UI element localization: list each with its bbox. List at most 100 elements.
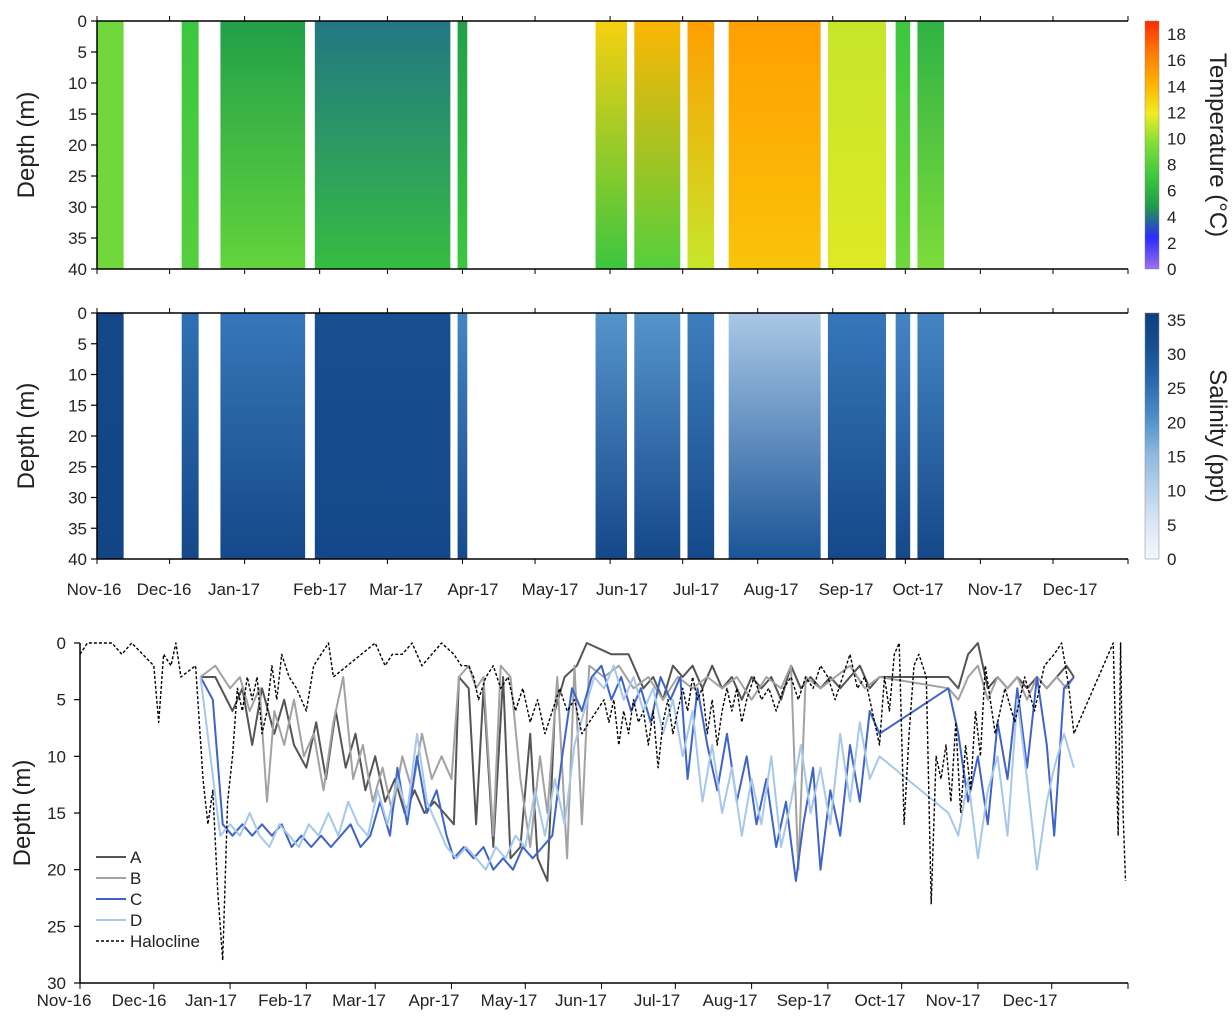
temperature-survey-block	[595, 21, 628, 269]
heatmap-x-tick-label: Jun-17	[596, 580, 648, 599]
depth-y-axis-title: Depth (m)	[9, 760, 36, 867]
salinity-survey-block	[97, 313, 124, 559]
heatmap-x-tick-label: May-17	[522, 580, 579, 599]
heatmap-x-tick-label: Mar-17	[369, 580, 423, 599]
depth-x-tick-label: Sep-17	[777, 991, 832, 1010]
salinity-y-tick-label: 10	[68, 366, 87, 385]
depth-x-tick-label: Oct-17	[854, 991, 905, 1010]
salinity-colorbar-tick-label: 0	[1167, 550, 1176, 569]
salinity-survey-block	[634, 313, 681, 559]
heatmap-x-tick-label: Dec-17	[1043, 580, 1098, 599]
heatmap-x-tick-label: Jan-17	[208, 580, 260, 599]
salinity-colorbar-tick-label: 10	[1167, 482, 1186, 501]
heatmap-x-tick-label: Aug-17	[744, 580, 799, 599]
temperature-colorbar-tick-label: 14	[1167, 77, 1186, 96]
temperature-survey-block	[181, 21, 199, 269]
heatmap-x-tick-label: Nov-17	[968, 580, 1023, 599]
depth-y-tick-label: 10	[47, 747, 66, 766]
salinity-survey-block	[917, 313, 945, 559]
heatmap-x-tick-label: Oct-17	[892, 580, 943, 599]
temperature-colorbar-tick-label: 4	[1167, 208, 1176, 227]
temperature-colorbar-title: Temperature (°C)	[1204, 53, 1231, 237]
temperature-panel: 0 5 10 15 20 25 30 35 40 Depth (m) 0 2 4 6 8 10 12 14 16 18…	[13, 12, 1231, 279]
temperature-survey-block	[314, 21, 451, 269]
salinity-colorbar	[1144, 312, 1160, 560]
depth-x-tick-label: Jun-17	[555, 991, 607, 1010]
depth-x-tick-label: Feb-17	[258, 991, 312, 1010]
salinity-colorbar-tick-label: 20	[1167, 413, 1186, 432]
temperature-colorbar-tick-label: 10	[1167, 129, 1186, 148]
temperature-colorbar-tick-label: 2	[1167, 234, 1176, 253]
legend-label-b: B	[130, 869, 141, 888]
temperature-y-tick-label: 25	[68, 167, 87, 186]
temperature-y-tick-label: 30	[68, 198, 87, 217]
depth-x-tick-label: Dec-16	[112, 991, 167, 1010]
temperature-colorbar-tick-label: 18	[1167, 25, 1186, 44]
temperature-survey-block	[634, 21, 681, 269]
temperature-colorbar-tick-label: 0	[1167, 260, 1176, 279]
series-line-a	[200, 642, 1075, 882]
temperature-y-tick-label: 15	[68, 105, 87, 124]
legend-label-d: D	[130, 911, 142, 930]
temperature-y-tick-label: 40	[68, 260, 87, 279]
salinity-y-tick-label: 35	[68, 519, 87, 538]
depth-y-tick-label: 30	[47, 974, 66, 993]
temperature-colorbar-tick-label: 16	[1167, 51, 1186, 70]
temperature-survey-block	[687, 21, 715, 269]
temperature-y-tick-label: 20	[68, 136, 87, 155]
series-line-d	[199, 664, 1075, 871]
temperature-survey-block	[220, 21, 306, 269]
heatmap-x-tick-label: Nov-16	[67, 580, 122, 599]
temperature-y-axis-title: Depth (m)	[13, 92, 40, 199]
salinity-survey-block	[827, 313, 886, 559]
temperature-survey-block	[728, 21, 821, 269]
salinity-survey-block	[314, 313, 451, 559]
salinity-survey-block	[457, 313, 468, 559]
depth-x-tick-label: Nov-17	[926, 991, 981, 1010]
salinity-y-tick-label: 40	[68, 550, 87, 569]
depth-y-tick-label: 5	[57, 691, 66, 710]
salinity-survey-block	[181, 313, 199, 559]
temperature-colorbar-tick-label: 8	[1167, 156, 1176, 175]
depth-x-tick-label: Mar-17	[332, 991, 386, 1010]
temperature-colorbar	[1144, 20, 1160, 270]
salinity-y-tick-label: 25	[68, 458, 87, 477]
salinity-colorbar-tick-label: 15	[1167, 448, 1186, 467]
legend-label-a: A	[130, 848, 142, 867]
heatmap-x-tick-label: Dec-16	[137, 580, 192, 599]
series-line-halocline	[79, 642, 1127, 961]
salinity-colorbar-tick-label: 35	[1167, 311, 1186, 330]
depth-x-tick-label: May-17	[481, 991, 538, 1010]
salinity-y-tick-label: 20	[68, 427, 87, 446]
salinity-y-tick-label: 5	[78, 335, 87, 354]
temperature-colorbar-tick-label: 12	[1167, 103, 1186, 122]
depth-y-tick-label: 15	[47, 804, 66, 823]
series-line-c	[199, 664, 1075, 882]
salinity-colorbar-tick-label: 25	[1167, 379, 1186, 398]
temperature-survey-block	[827, 21, 886, 269]
depth-x-tick-label: Nov-16	[37, 991, 92, 1010]
heatmap-x-tick-label: Apr-17	[447, 580, 498, 599]
legend-label-halocline: Halocline	[130, 932, 200, 951]
temperature-y-tick-label: 35	[68, 229, 87, 248]
salinity-panel: 0 5 10 15 20 25 30 35 40 Depth (m) 0 5 10 15 20 25 30 35 S…	[13, 304, 1231, 569]
salinity-y-tick-label: 15	[68, 396, 87, 415]
series-line-b	[199, 664, 1075, 871]
salinity-survey-block	[595, 313, 628, 559]
temperature-survey-block	[457, 21, 468, 269]
temperature-survey-block	[97, 21, 124, 269]
salinity-y-tick-label: 30	[68, 489, 87, 508]
heatmap-x-tick-label: Jul-17	[673, 580, 719, 599]
legend-label-c: C	[130, 890, 142, 909]
salinity-colorbar-tick-label: 5	[1167, 516, 1176, 535]
salinity-survey-block	[895, 313, 911, 559]
salinity-survey-block	[687, 313, 715, 559]
depth-x-tick-label: Jan-17	[185, 991, 237, 1010]
salinity-colorbar-title: Salinity (ppt)	[1204, 369, 1231, 502]
depth-x-tick-label: Dec-17	[1003, 991, 1058, 1010]
depth-y-tick-label: 25	[47, 917, 66, 936]
heatmap-x-tick-label: Feb-17	[293, 580, 347, 599]
depth-x-tick-label: Apr-17	[408, 991, 459, 1010]
